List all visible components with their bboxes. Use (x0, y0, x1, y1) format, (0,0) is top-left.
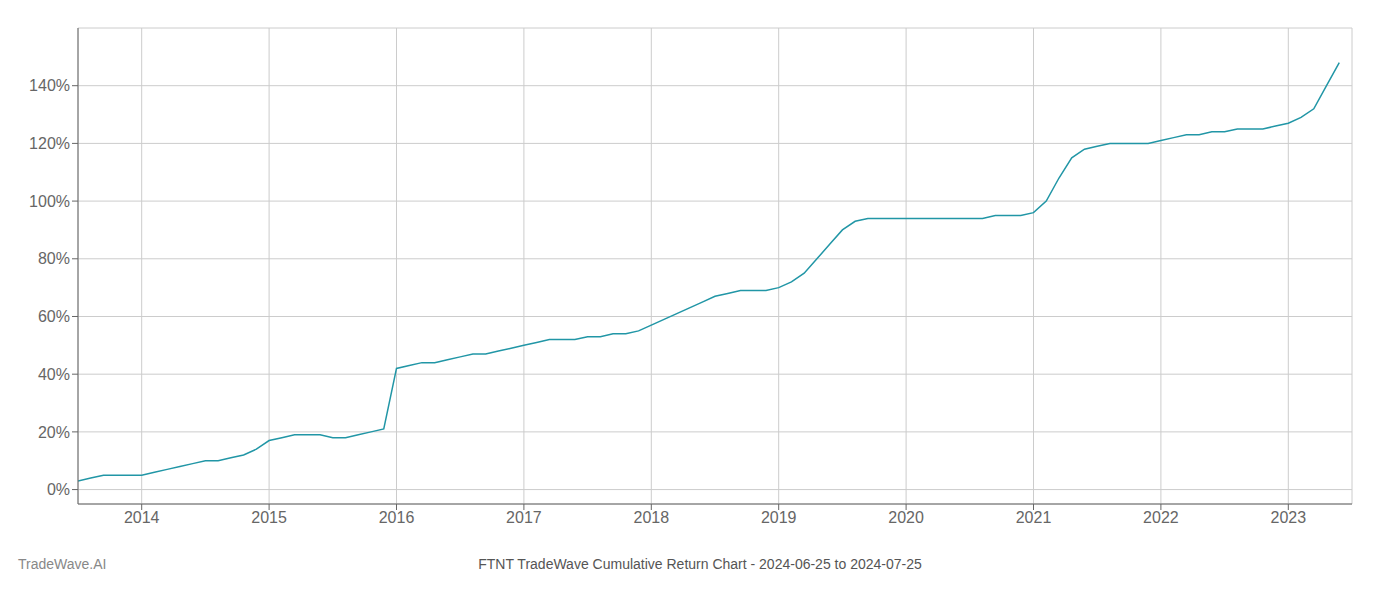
svg-text:120%: 120% (29, 135, 70, 152)
svg-text:0%: 0% (47, 481, 70, 498)
svg-text:20%: 20% (38, 424, 70, 441)
svg-text:40%: 40% (38, 366, 70, 383)
svg-text:2017: 2017 (506, 509, 542, 526)
svg-text:140%: 140% (29, 77, 70, 94)
html-text:TradeWave.AI: TradeWave.AI (18, 556, 107, 572)
svg-text:2018: 2018 (634, 509, 670, 526)
svg-text:2022: 2022 (1143, 509, 1179, 526)
html-text:FTNT TradeWave Cumulative Retu: FTNT TradeWave Cumulative Return Chart -… (478, 556, 922, 572)
svg-text:2016: 2016 (379, 509, 415, 526)
svg-text:2014: 2014 (124, 509, 160, 526)
svg-text:80%: 80% (38, 250, 70, 267)
svg-text:100%: 100% (29, 193, 70, 210)
svg-text:2023: 2023 (1271, 509, 1307, 526)
svg-text:2020: 2020 (888, 509, 924, 526)
svg-text:2021: 2021 (1016, 509, 1052, 526)
svg-text:2019: 2019 (761, 509, 797, 526)
svg-text:2015: 2015 (251, 509, 287, 526)
svg-text:60%: 60% (38, 308, 70, 325)
